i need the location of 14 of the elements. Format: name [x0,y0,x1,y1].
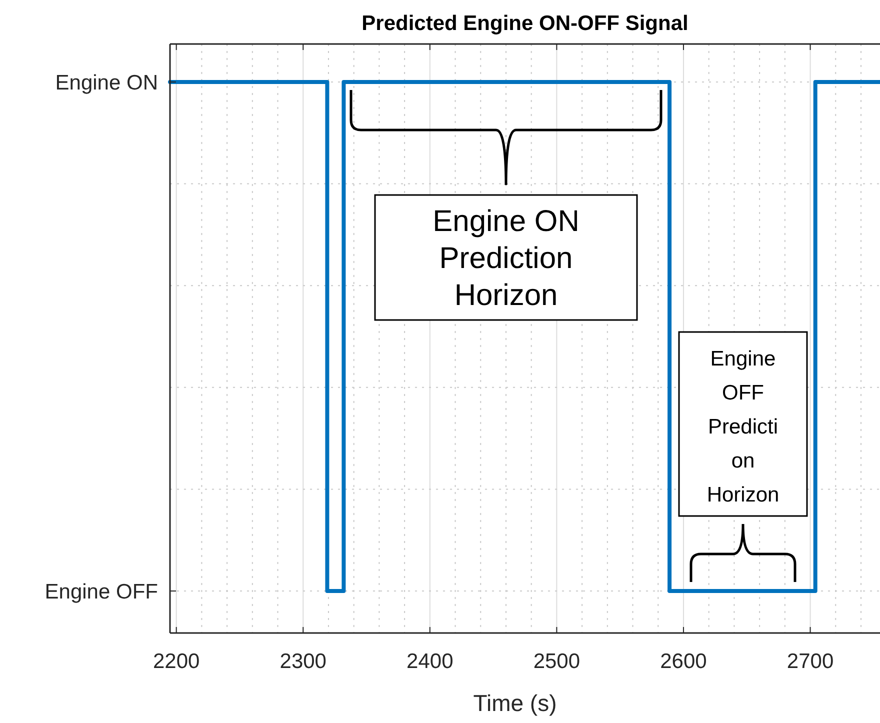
x-tick-label: 2400 [406,650,454,673]
text: Engine ON [55,71,158,94]
x-tick-label: 2700 [786,650,834,673]
text: Prediction Horizon [706,416,780,507]
text: Prediction Horizon [439,242,573,312]
x-axis-title: Time (s) [473,690,557,716]
annotation: Engine OFF [710,348,776,405]
text: Engine OFF [44,580,158,604]
annotation: Engine ON [432,204,580,238]
x-tick-label: 2600 [660,650,707,673]
x-tick-label: 2200 [152,650,200,673]
x-tick-label: 2500 [533,650,580,673]
chart-title: Predicted Engine ON-OFF Signal [362,12,688,35]
x-tick-label: 2300 [280,650,326,673]
